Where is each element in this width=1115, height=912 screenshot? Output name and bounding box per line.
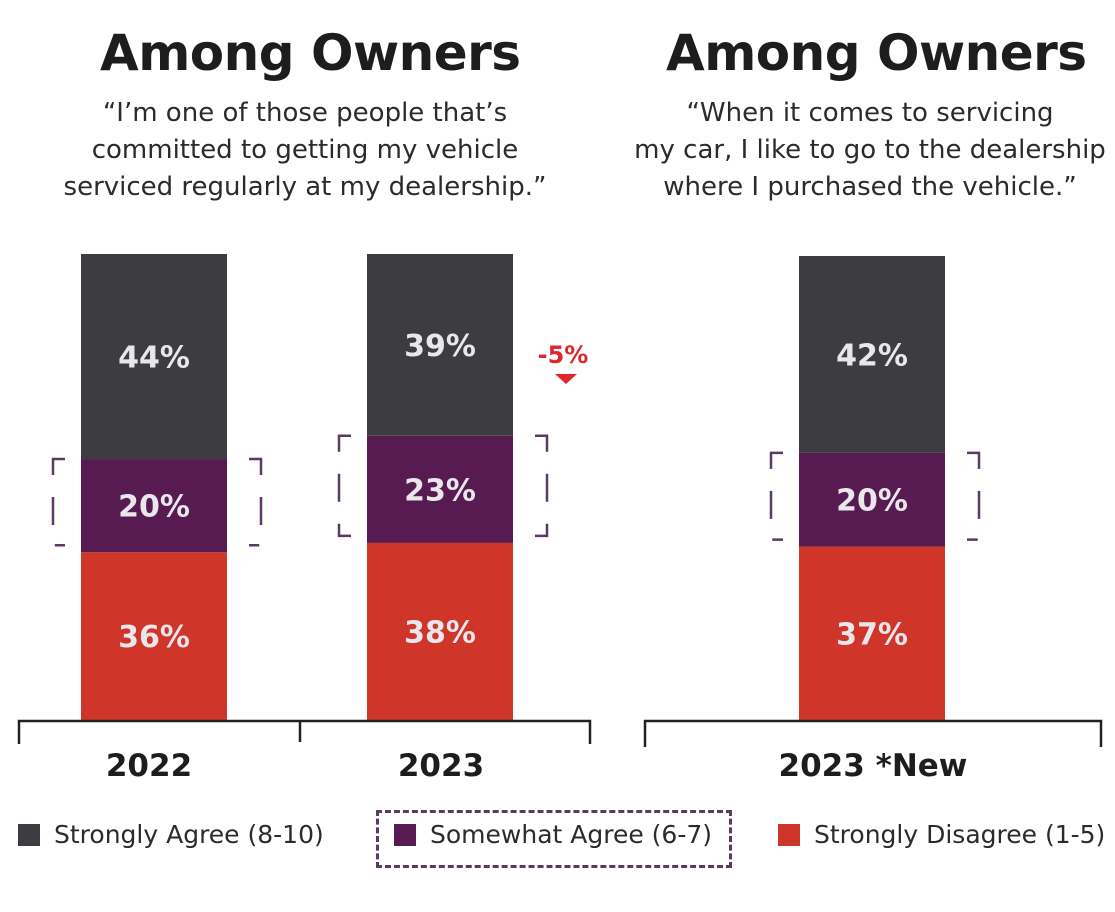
bracket-left-2023-new bbox=[769, 451, 783, 541]
bar-label-2023-new-1: 20% bbox=[836, 484, 908, 519]
bar-2023-somewhat-agree bbox=[367, 435, 513, 543]
bar-2023-new-strongly-disagree bbox=[799, 546, 945, 720]
bar-label-2023-new-2: 37% bbox=[836, 617, 908, 652]
legend-swatch-strongly-disagree bbox=[778, 823, 800, 846]
bar-2023-strongly-agree bbox=[367, 254, 513, 436]
legend-label-somewhat-agree: Somewhat Agree (6-7) bbox=[430, 820, 713, 849]
bar-2023-strongly-disagree bbox=[367, 542, 513, 720]
legend-item-somewhat-agree: Somewhat Agree (6-7) bbox=[394, 820, 712, 849]
legend-swatch-strongly-agree bbox=[18, 823, 40, 846]
bar-label-2023-2: 38% bbox=[404, 615, 476, 650]
panel-title-right: Among Owners bbox=[666, 24, 1087, 82]
legend-highlight-box bbox=[376, 810, 732, 868]
legend-label-strongly-disagree: Strongly Disagree (1-5) bbox=[814, 820, 1106, 849]
legend-item-strongly-disagree: Strongly Disagree (1-5) bbox=[778, 820, 1105, 849]
quote-right-line-1: “When it comes to servicing bbox=[686, 98, 1054, 128]
quote-left-line-1: “I’m one of those people that’s bbox=[102, 98, 508, 128]
bar-label-2022-1: 20% bbox=[118, 490, 190, 525]
bar-2022-strongly-disagree bbox=[81, 552, 227, 720]
bracket-right-2023-new bbox=[967, 451, 981, 541]
category-label-2023-new: 2023 *New bbox=[779, 748, 968, 784]
bracket-left-2022 bbox=[51, 457, 65, 547]
bracket-right-2022 bbox=[249, 457, 263, 547]
bar-2023-new-somewhat-agree bbox=[799, 452, 945, 547]
bar-2022-somewhat-agree bbox=[81, 459, 227, 553]
legend-item-strongly-agree: Strongly Agree (8-10) bbox=[18, 820, 324, 849]
category-label-2023: 2023 bbox=[398, 748, 484, 784]
legend-swatch-somewhat-agree bbox=[394, 823, 416, 846]
delta-label-2023: -5% bbox=[538, 341, 589, 369]
bar-label-2022-2: 36% bbox=[118, 620, 190, 655]
bar-label-2022-0: 44% bbox=[118, 341, 190, 376]
category-label-2022: 2022 bbox=[106, 748, 192, 784]
down-triangle-icon bbox=[555, 374, 577, 384]
quote-right-line-3: where I purchased the vehicle.” bbox=[663, 172, 1077, 202]
quote-left-line-2: committed to getting my vehicle bbox=[91, 135, 519, 165]
bar-2022-strongly-agree bbox=[81, 254, 227, 460]
bracket-left-2023 bbox=[337, 434, 351, 538]
quote-left: “I’m one of those people that’s committe… bbox=[40, 95, 570, 206]
legend-label-strongly-agree: Strongly Agree (8-10) bbox=[54, 820, 324, 849]
quote-right: “When it comes to servicing my car, I li… bbox=[600, 95, 1115, 206]
quote-right-line-2: my car, I like to go to the dealership bbox=[634, 135, 1106, 165]
bar-2023-new-strongly-agree bbox=[799, 256, 945, 453]
axis-bracket-right bbox=[643, 719, 1103, 747]
panel-title-left: Among Owners bbox=[100, 24, 521, 82]
bar-label-2023-new-0: 42% bbox=[836, 338, 908, 373]
bar-label-2023-0: 39% bbox=[404, 329, 476, 364]
axis-bracket-left bbox=[17, 719, 592, 744]
quote-left-line-3: serviced regularly at my dealership.” bbox=[63, 172, 547, 202]
bracket-right-2023 bbox=[535, 434, 549, 538]
bar-label-2023-1: 23% bbox=[404, 473, 476, 508]
